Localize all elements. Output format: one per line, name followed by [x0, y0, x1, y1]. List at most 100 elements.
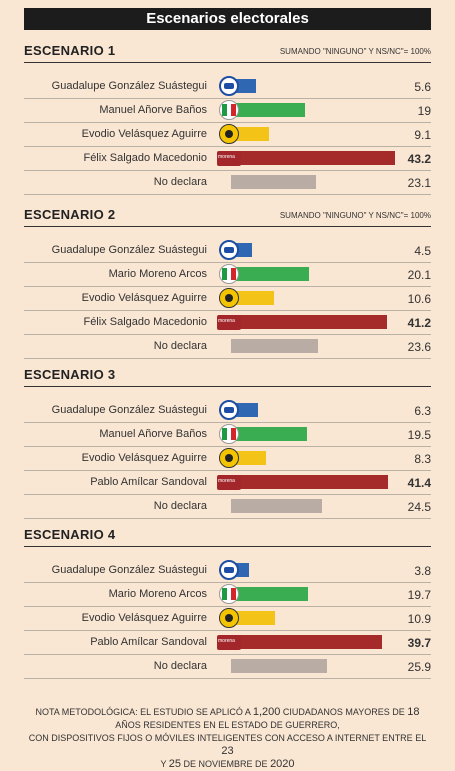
candidate-row: Mario Moreno Arcos 19.7 [24, 583, 431, 607]
scenario-title: ESCENARIO 3 [24, 367, 116, 382]
value-label: 23.1 [407, 176, 431, 190]
scenario-1: ESCENARIO 1 SUMANDO "NINGUNO" Y NS/NC"= 1… [24, 42, 431, 195]
scenario-title: ESCENARIO 4 [24, 527, 116, 542]
footer-text: NOTA METODOLÓGICA: EL ESTUDIO SE APLICÓ … [35, 707, 253, 717]
candidate-row: Mario Moreno Arcos 20.1 [24, 263, 431, 287]
footer-line-2: AÑOS RESIDENTES EN EL ESTADO DE GUERRERO… [115, 720, 340, 730]
value-label: 19 [417, 104, 431, 118]
bar-pri [235, 103, 306, 117]
bar-prd [235, 611, 276, 625]
value-label: 19.7 [407, 588, 431, 602]
bar-pri [235, 427, 308, 441]
bar-morena [235, 635, 382, 649]
pri-logo-icon [219, 264, 239, 284]
bar-prd [235, 291, 275, 305]
candidate-name: Pablo Amílcar Sandoval [90, 636, 207, 648]
candidate-row: Manuel Añorve Baños 19 [24, 99, 431, 123]
footer-text: Y [160, 759, 169, 769]
morena-logo-icon [217, 151, 241, 166]
candidate-name: Félix Salgado Macedonio [83, 152, 207, 164]
spacer [24, 63, 431, 75]
candidate-row: Evodio Velásquez Aguirre 9.1 [24, 123, 431, 147]
candidate-row: No declara 23.1 [24, 171, 431, 195]
footer-line-3: CON DISPOSITIVOS FIJOS O MÓVILES INTELIG… [24, 732, 431, 758]
pan-logo-icon [219, 76, 239, 96]
footer-text: CON DISPOSITIVOS FIJOS O MÓVILES INTELIG… [28, 733, 427, 743]
candidate-row: Guadalupe González Suástegui 4.5 [24, 239, 431, 263]
scenario-title: ESCENARIO 2 [24, 207, 116, 222]
footer-line-4: Y 25 DE NOVIEMBRE DE 2020 [24, 758, 431, 771]
footer-text: DE NOVIEMBRE DE [181, 759, 271, 769]
scenario-2: ESCENARIO 2 SUMANDO "NINGUNO" Y NS/NC"= 1… [24, 206, 431, 359]
scenario-note: SUMANDO "NINGUNO" Y NS/NC"= 100% [279, 47, 431, 56]
bar-pri [235, 587, 308, 601]
candidate-name: Evodio Velásquez Aguirre [81, 612, 207, 624]
pan-logo-icon [219, 240, 239, 260]
candidate-row: Félix Salgado Macedonio 43.2 [24, 147, 431, 171]
prd-logo-icon [219, 124, 239, 144]
candidate-row: Evodio Velásquez Aguirre 10.6 [24, 287, 431, 311]
value-label: 41.4 [407, 476, 431, 490]
prd-logo-icon [219, 448, 239, 468]
prd-logo-icon [219, 288, 239, 308]
candidate-row: Pablo Amílcar Sandoval 39.7 [24, 631, 431, 655]
value-label: 8.3 [414, 452, 431, 466]
candidate-name: Manuel Añorve Baños [99, 104, 207, 116]
scenario-header: ESCENARIO 4 [24, 526, 431, 547]
scenario-title: ESCENARIO 1 [24, 43, 116, 58]
pri-logo-icon [219, 100, 239, 120]
page-title: Escenarios electorales [24, 8, 431, 30]
candidate-name: Guadalupe González Suástegui [51, 404, 207, 416]
morena-logo-icon [217, 315, 241, 330]
candidate-name: Manuel Añorve Baños [99, 428, 207, 440]
bar-prd [235, 451, 266, 465]
candidate-row: Manuel Añorve Baños 19.5 [24, 423, 431, 447]
value-label: 10.9 [407, 612, 431, 626]
value-label: 25.9 [407, 660, 431, 674]
candidate-row: Evodio Velásquez Aguirre 10.9 [24, 607, 431, 631]
value-label: 6.3 [414, 404, 431, 418]
bar-morena [235, 315, 388, 329]
candidate-name: Félix Salgado Macedonio [83, 316, 207, 328]
footer-line-1: NOTA METODOLÓGICA: EL ESTUDIO SE APLICÓ … [24, 706, 431, 719]
candidate-name: Evodio Velásquez Aguirre [81, 292, 207, 304]
candidate-name: No declara [153, 340, 207, 352]
candidate-name: Guadalupe González Suástegui [51, 244, 207, 256]
candidate-name: Evodio Velásquez Aguirre [81, 452, 207, 464]
footer-date-end: 25 [168, 758, 182, 770]
bar-pan [235, 79, 256, 93]
bar-pan [235, 243, 252, 257]
spacer [24, 547, 431, 559]
candidate-name: Guadalupe González Suástegui [51, 564, 207, 576]
value-label: 3.8 [414, 564, 431, 578]
candidate-row: No declara 25.9 [24, 655, 431, 679]
spacer [24, 227, 431, 239]
scenario-header: ESCENARIO 2 SUMANDO "NINGUNO" Y NS/NC"= 1… [24, 206, 431, 227]
value-label: 10.6 [407, 292, 431, 306]
candidate-name: No declara [153, 500, 207, 512]
value-label: 20.1 [407, 268, 431, 282]
prd-logo-icon [219, 608, 239, 628]
candidate-row: Guadalupe González Suástegui 5.6 [24, 75, 431, 99]
candidate-name: Evodio Velásquez Aguirre [81, 128, 207, 140]
pan-logo-icon [219, 400, 239, 420]
pri-logo-icon [219, 584, 239, 604]
pri-logo-icon [219, 424, 239, 444]
value-label: 5.6 [414, 80, 431, 94]
scenario-4: ESCENARIO 4 Guadalupe González Suástegui 3… [24, 526, 431, 679]
candidate-name: Mario Moreno Arcos [108, 588, 207, 600]
candidate-row: No declara 24.5 [24, 495, 431, 519]
candidate-row: Félix Salgado Macedonio 41.2 [24, 311, 431, 335]
footer-date-start: 23 [221, 745, 234, 757]
bar-none [231, 175, 317, 189]
scenario-3: ESCENARIO 3 Guadalupe González Suástegui 6… [24, 366, 431, 519]
bar-none [231, 499, 322, 513]
scenario-note: SUMANDO "NINGUNO" Y NS/NC"= 100% [279, 211, 431, 220]
value-label: 23.6 [407, 340, 431, 354]
scenario-header: ESCENARIO 3 [24, 366, 431, 387]
value-label: 9.1 [414, 128, 431, 142]
value-label: 19.5 [407, 428, 431, 442]
candidate-row: Guadalupe González Suástegui 3.8 [24, 559, 431, 583]
candidate-name: Pablo Amílcar Sandoval [90, 476, 207, 488]
bar-prd [235, 127, 269, 141]
